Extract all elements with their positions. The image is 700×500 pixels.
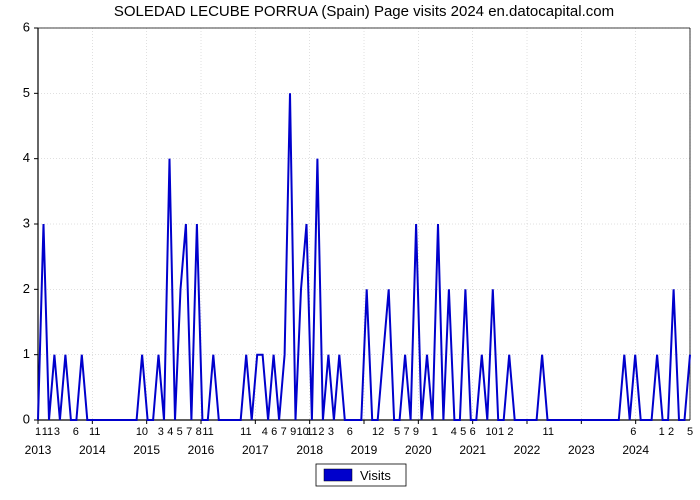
xtick-month: 10 [485, 426, 497, 438]
xtick-month: 5 [177, 426, 183, 438]
legend-label: Visits [360, 468, 391, 483]
ytick-label: 6 [23, 19, 30, 34]
xtick-month: 3 [328, 426, 334, 438]
xtick-month: 7 [186, 426, 192, 438]
xtick-month: 11 [42, 426, 53, 438]
xtick-month: 8 [196, 426, 202, 438]
xtick-month: 1 [659, 426, 665, 438]
chart-container: SOLEDAD LECUBE PORRUA (Spain) Page visit… [0, 0, 700, 500]
ytick-label: 5 [23, 85, 30, 100]
chart-title: SOLEDAD LECUBE PORRUA (Spain) Page visit… [114, 3, 614, 20]
xtick-month: 3 [158, 426, 164, 438]
xtick-month: 6 [73, 426, 79, 438]
ytick-label: 0 [23, 411, 30, 426]
xtick-year: 2017 [242, 443, 269, 457]
xtick-month: 6 [630, 426, 636, 438]
xtick-month: 7 [281, 426, 287, 438]
xtick-month: 4 [262, 426, 268, 438]
ytick-label: 4 [23, 150, 30, 165]
xtick-year: 2023 [568, 443, 595, 457]
ytick-label: 3 [23, 215, 30, 230]
xtick-month: 6 [347, 426, 353, 438]
xtick-month: 2 [668, 426, 674, 438]
xtick-year: 2022 [514, 443, 541, 457]
xtick-year: 2024 [622, 443, 649, 457]
legend-swatch [324, 469, 352, 481]
xtick-month: 1 [35, 426, 41, 438]
xtick-year: 2016 [188, 443, 215, 457]
xtick-month: 11 [89, 426, 100, 438]
xtick-year: 2014 [79, 443, 106, 457]
xtick-month: 11 [240, 426, 251, 438]
xtick-month: 6 [470, 426, 476, 438]
xtick-year: 2021 [459, 443, 486, 457]
xtick-year: 2018 [296, 443, 323, 457]
xtick-month: 10 [136, 426, 148, 438]
xtick-year: 2013 [25, 443, 52, 457]
xtick-month: 6 [271, 426, 277, 438]
ytick-label: 1 [23, 346, 30, 361]
xtick-month: 9 [413, 426, 419, 438]
xtick-month: 11 [543, 426, 554, 438]
xtick-month: 5 [394, 426, 400, 438]
xtick-month: 11 [202, 426, 213, 438]
xtick-year: 2019 [351, 443, 378, 457]
xtick-year: 2020 [405, 443, 432, 457]
xtick-month: 12 [372, 426, 384, 438]
xtick-month: 1 [432, 426, 438, 438]
xtick-month: 9 [290, 426, 296, 438]
xtick-month: 1 [498, 426, 504, 438]
xtick-month: 5 [460, 426, 466, 438]
xtick-month: 2 [318, 426, 324, 438]
ytick-label: 2 [23, 281, 30, 296]
xtick-month: 5 [687, 426, 693, 438]
xtick-month: 3 [54, 426, 60, 438]
xtick-year: 2015 [133, 443, 160, 457]
xtick-month: 7 [403, 426, 409, 438]
xtick-month: 4 [167, 426, 173, 438]
xtick-month: 4 [451, 426, 457, 438]
xtick-month: 2 [507, 426, 513, 438]
xtick-month: 11 [306, 426, 317, 438]
chart-svg: SOLEDAD LECUBE PORRUA (Spain) Page visit… [0, 0, 700, 500]
